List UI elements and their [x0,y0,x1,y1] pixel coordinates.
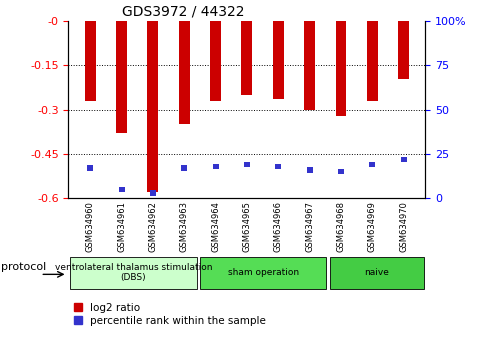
Bar [87,166,93,171]
Bar [210,21,221,101]
Bar [400,156,406,162]
FancyBboxPatch shape [70,257,196,289]
Bar [335,21,346,116]
FancyBboxPatch shape [329,257,423,289]
Bar [306,167,312,173]
Bar [149,190,156,195]
Text: sham operation: sham operation [227,268,298,277]
Legend: log2 ratio, percentile rank within the sample: log2 ratio, percentile rank within the s… [74,303,265,326]
Bar [116,21,127,133]
Bar [244,162,249,167]
Bar [179,21,189,125]
Bar [304,21,314,110]
Bar [275,164,281,169]
Bar [147,21,158,192]
Text: protocol: protocol [1,262,47,272]
Text: GDS3972 / 44322: GDS3972 / 44322 [122,5,244,19]
Bar [212,164,218,169]
Bar [84,21,96,101]
Bar [118,187,124,192]
Bar [272,21,283,99]
Bar [241,21,252,95]
Bar [366,21,377,101]
FancyBboxPatch shape [200,257,326,289]
Bar [397,21,408,79]
Bar [368,162,375,167]
Bar [181,166,187,171]
Text: naive: naive [364,268,388,277]
Bar [337,169,344,175]
Text: ventrolateral thalamus stimulation
(DBS): ventrolateral thalamus stimulation (DBS) [55,263,212,282]
